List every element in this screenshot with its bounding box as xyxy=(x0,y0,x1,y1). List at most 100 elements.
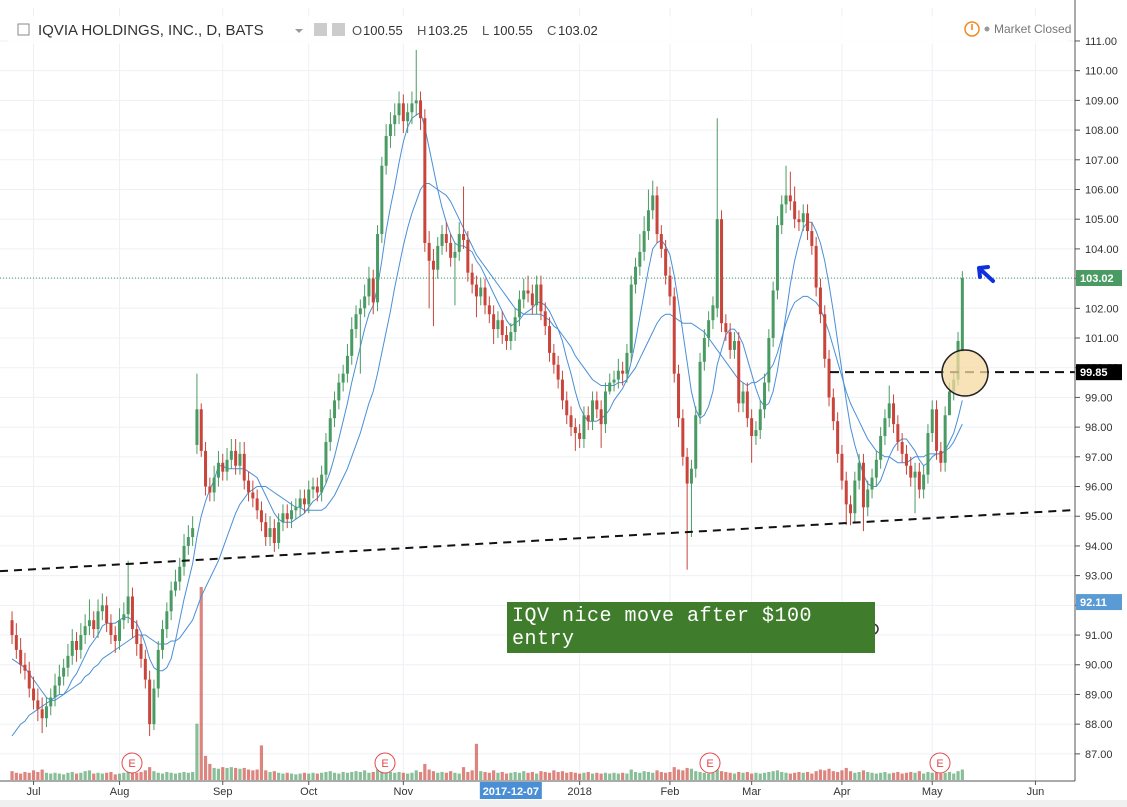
volume-bar xyxy=(117,773,122,780)
y-tick-label: 88.00 xyxy=(1085,719,1113,731)
candle-body xyxy=(345,355,349,374)
volume-bar xyxy=(431,771,436,780)
alert-icon[interactable] xyxy=(964,21,980,37)
volume-bar xyxy=(947,771,952,780)
candle-body xyxy=(629,284,633,353)
volume-bar xyxy=(672,767,676,780)
candle-body xyxy=(935,409,939,451)
volume-bar xyxy=(926,771,930,780)
candle-body xyxy=(487,305,491,315)
y-tick-label: 90.00 xyxy=(1085,660,1113,672)
candle-body xyxy=(19,649,23,665)
symbol-checkbox[interactable] xyxy=(17,23,30,36)
candle-body xyxy=(591,400,595,422)
candle-body xyxy=(96,611,100,630)
volume-bar xyxy=(53,772,57,780)
scrollbar[interactable] xyxy=(0,800,1127,807)
volume-bar xyxy=(251,770,255,780)
candle-body xyxy=(853,480,857,514)
volume-bar xyxy=(500,771,504,780)
volume-bar xyxy=(930,772,934,780)
volume-bar xyxy=(148,767,152,780)
candle-body xyxy=(625,352,629,374)
status-dot xyxy=(984,26,990,32)
volume-bar xyxy=(449,771,453,780)
candle-body xyxy=(156,649,160,689)
volume-bar xyxy=(573,772,577,780)
settings-icon[interactable] xyxy=(314,23,327,36)
x-tick-label: Apr xyxy=(833,786,850,798)
volume-bar xyxy=(866,771,870,780)
candle-body xyxy=(801,213,805,223)
candle-body xyxy=(315,486,319,493)
close-icon[interactable] xyxy=(332,23,345,36)
volume-bar xyxy=(896,771,900,780)
candle-body xyxy=(573,427,577,434)
volume-bar xyxy=(685,767,689,780)
volume-bar xyxy=(19,773,23,780)
volume-bar xyxy=(707,773,711,780)
price-label-box xyxy=(1076,270,1122,287)
volume-bar xyxy=(750,773,754,780)
volume-bar xyxy=(668,771,672,780)
volume-bar xyxy=(801,772,805,780)
candle-body xyxy=(479,287,483,297)
volume-bar xyxy=(655,770,659,780)
volume-bar xyxy=(664,772,668,780)
candle-body xyxy=(143,658,147,680)
volume-bar xyxy=(870,772,874,780)
volume-bar xyxy=(603,772,608,780)
volume-bar xyxy=(857,771,861,780)
candle-body xyxy=(827,358,831,398)
candle-body xyxy=(242,453,246,481)
y-tick-label: 93.00 xyxy=(1085,571,1113,583)
candle-body xyxy=(814,245,818,288)
volume-bar xyxy=(92,773,96,780)
trendline xyxy=(0,508,1076,573)
candle-body xyxy=(939,450,943,463)
candle-body xyxy=(285,513,289,520)
candle-body xyxy=(474,284,478,297)
candle-body xyxy=(79,635,83,650)
market-status: Market Closed xyxy=(994,22,1071,36)
volume-bar xyxy=(565,772,569,780)
x-tick-label: Aug xyxy=(110,786,130,798)
volume-bar xyxy=(156,772,160,780)
volume-bar xyxy=(277,772,281,780)
candle-body xyxy=(70,640,74,656)
volume-bar xyxy=(556,771,560,780)
volume-bar xyxy=(375,769,380,780)
y-tick-label: 102.00 xyxy=(1085,303,1119,315)
candle-body xyxy=(543,311,547,327)
volume-bar xyxy=(178,772,182,780)
y-tick-label: 95.00 xyxy=(1085,511,1113,523)
volume-bar xyxy=(788,773,792,780)
candle-body xyxy=(539,284,543,312)
volume-bar xyxy=(294,774,298,780)
y-tick-label: 91.00 xyxy=(1085,630,1113,642)
candle-body xyxy=(750,418,754,437)
moving-average xyxy=(11,183,963,737)
candle-body xyxy=(130,596,134,630)
earnings-marker xyxy=(374,752,396,774)
alert-mark xyxy=(971,24,973,30)
volume-bar xyxy=(509,772,513,780)
candle-body xyxy=(823,314,827,359)
candle-body xyxy=(904,453,908,466)
volume-bar xyxy=(70,771,74,780)
volume-bar xyxy=(332,772,337,780)
volume-bar xyxy=(767,771,771,780)
dropdown-arrow[interactable] xyxy=(295,29,303,33)
volume-bar xyxy=(522,771,526,780)
candle-body xyxy=(758,409,762,431)
candle-body xyxy=(354,314,358,330)
candle-body xyxy=(182,545,186,567)
candle-body xyxy=(578,433,582,440)
volume-bar xyxy=(702,772,706,780)
candle-body xyxy=(887,403,891,419)
volume-bar xyxy=(66,772,70,780)
candle-body xyxy=(831,397,835,422)
volume-bar xyxy=(96,772,100,780)
candle-body xyxy=(702,338,706,362)
